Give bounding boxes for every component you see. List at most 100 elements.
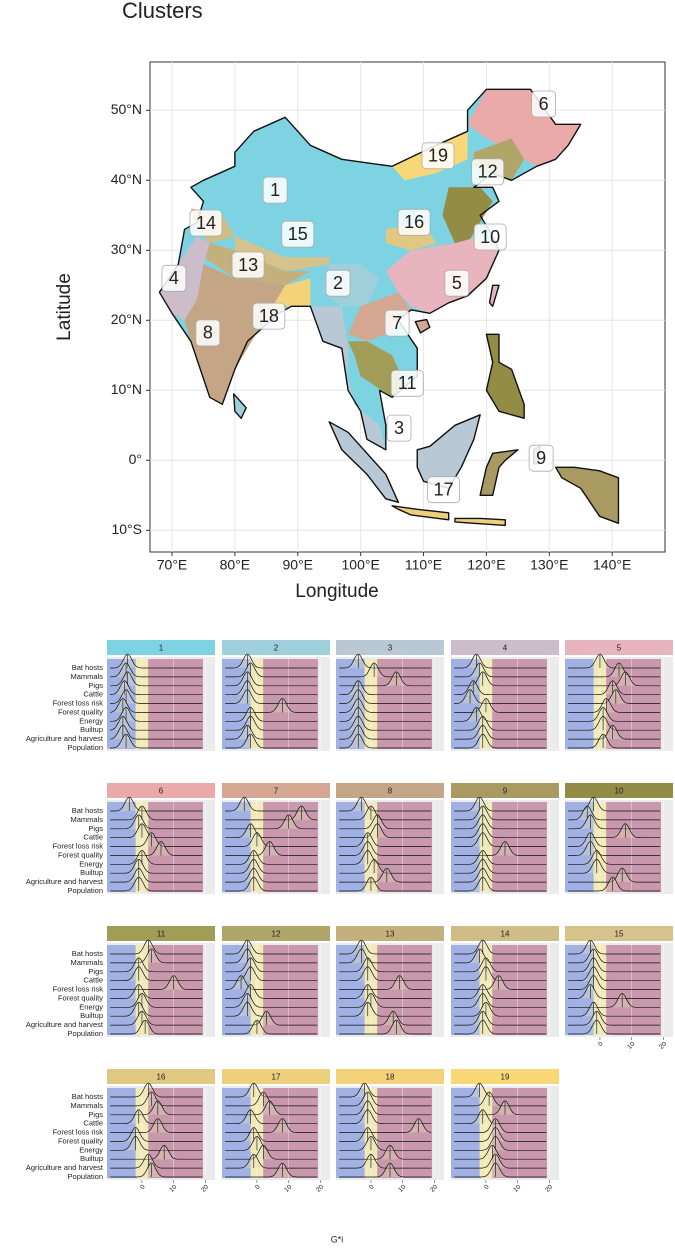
cluster-label: 7 xyxy=(392,313,402,333)
ridge xyxy=(568,1019,661,1035)
x-tick-label: 20 xyxy=(200,1183,210,1193)
map-region xyxy=(348,292,411,342)
panel-title: 14 xyxy=(501,930,510,939)
ridge xyxy=(110,975,203,990)
variable-label: Population xyxy=(68,743,103,752)
ridge xyxy=(339,1144,432,1160)
variable-label: Bat hosts xyxy=(72,806,104,815)
low-band xyxy=(107,1088,136,1178)
variable-label: Energy xyxy=(79,716,103,725)
ridge xyxy=(110,1144,203,1160)
ridge xyxy=(454,975,547,990)
panel-header xyxy=(107,783,215,798)
ridge xyxy=(225,840,318,856)
low-band xyxy=(451,802,480,892)
variable-label: Agriculture and harvest xyxy=(26,734,104,743)
cluster-label: 13 xyxy=(238,255,258,275)
ridge xyxy=(110,1002,203,1017)
map-region xyxy=(467,89,581,167)
high-band xyxy=(377,945,432,1035)
ridge xyxy=(568,671,661,687)
cluster-label-box xyxy=(281,220,315,248)
variable-label: Cattle xyxy=(83,1119,103,1128)
ridge xyxy=(339,662,432,678)
variable-label: Cattle xyxy=(83,833,103,842)
ridge xyxy=(110,1136,203,1151)
cluster-label-box xyxy=(189,209,223,237)
cluster-label-box xyxy=(531,90,557,118)
ridge xyxy=(454,867,547,883)
ridge xyxy=(110,1019,203,1035)
x-tick-label: 0 xyxy=(597,1040,605,1048)
ridge xyxy=(110,653,203,669)
ridge xyxy=(110,867,203,883)
ridge xyxy=(225,716,318,731)
ridge xyxy=(339,1118,432,1133)
ridge xyxy=(110,805,203,821)
high-band xyxy=(492,945,547,1035)
x-tick-label: 10 xyxy=(397,1183,407,1193)
ridge-panel: 19 xyxy=(451,1069,559,1180)
ridge xyxy=(339,876,432,892)
low-band xyxy=(451,1088,480,1178)
cluster-label-box xyxy=(421,142,455,170)
ridge xyxy=(568,814,661,830)
map-region xyxy=(184,264,286,405)
map-title: Clusters xyxy=(122,0,203,23)
variable-label: Mammals xyxy=(70,958,103,967)
map-y-tick-label: 40°N xyxy=(111,171,142,187)
cluster-label: 6 xyxy=(539,94,549,114)
ridge xyxy=(110,939,203,955)
x-tick-label: 20 xyxy=(315,1183,325,1193)
ridge xyxy=(339,1091,432,1107)
ridge xyxy=(339,984,432,999)
panel-header xyxy=(451,640,559,655)
map-y-tick-label: 20°N xyxy=(111,311,142,327)
ridge xyxy=(454,707,547,722)
cluster-label-box xyxy=(262,176,288,204)
ridge xyxy=(339,653,432,669)
panel-title: 1 xyxy=(159,644,164,653)
low-band xyxy=(222,1088,251,1178)
low-band xyxy=(336,945,365,1035)
ridge xyxy=(339,1127,432,1142)
panel-header xyxy=(565,783,673,798)
cluster-label: 12 xyxy=(478,162,498,182)
ridge xyxy=(110,680,203,696)
variable-label: Agriculture and harvest xyxy=(26,1163,104,1172)
variable-label: Forest loss risk xyxy=(53,1128,104,1137)
ridge xyxy=(225,698,318,713)
ridge xyxy=(339,1082,432,1098)
ridge xyxy=(339,850,432,865)
high-band xyxy=(263,1088,318,1178)
ridge xyxy=(339,832,432,847)
ridge xyxy=(454,948,547,964)
ridge xyxy=(110,876,203,892)
cluster-label: 10 xyxy=(480,227,500,247)
ridge xyxy=(454,814,547,830)
variable-label: Builtup xyxy=(80,1154,103,1163)
ridge-panel: 17 xyxy=(222,1069,330,1180)
variable-label: Forest quality xyxy=(58,850,103,859)
ridge xyxy=(225,805,318,821)
ridge-x-label: G*i xyxy=(331,1234,344,1244)
map-region xyxy=(328,421,400,503)
panel-header xyxy=(336,783,444,798)
cluster-label: 3 xyxy=(394,418,404,438)
ridge xyxy=(454,1100,547,1116)
ridge xyxy=(339,858,432,874)
map-region xyxy=(234,236,330,272)
cluster-label-box xyxy=(325,269,351,297)
ridge xyxy=(454,716,547,731)
ridge-panel: 4 xyxy=(451,640,559,751)
panel-header xyxy=(107,926,215,941)
low-band xyxy=(107,802,136,892)
cluster-label: 9 xyxy=(536,448,546,468)
panel-header xyxy=(222,783,330,798)
ridge xyxy=(339,823,432,839)
panel-header xyxy=(336,640,444,655)
panel-title: 9 xyxy=(503,787,508,796)
x-tick-label: 10 xyxy=(283,1183,293,1193)
variable-label: Bat hosts xyxy=(72,1092,104,1101)
ridge xyxy=(568,876,661,892)
